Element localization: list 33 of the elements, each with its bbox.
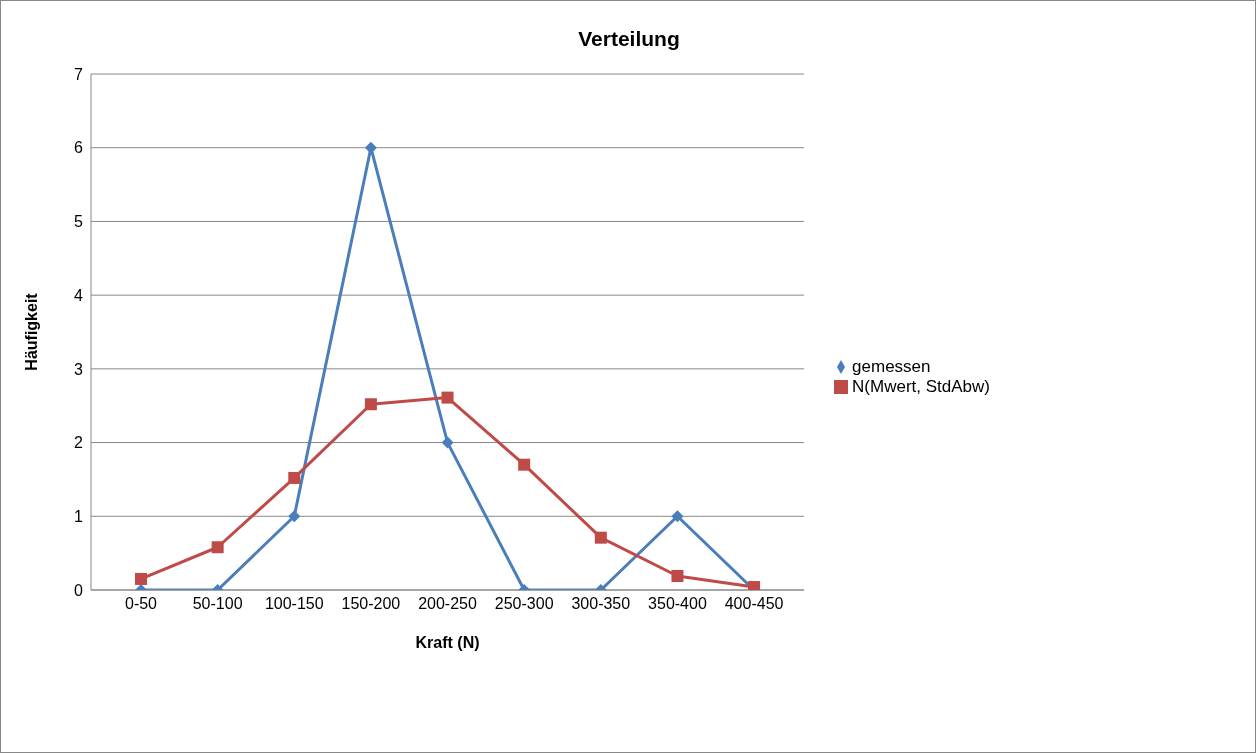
point [364, 398, 377, 411]
x-tick-label: 300-350 [571, 595, 631, 613]
y-tick-label: 6 [74, 139, 84, 157]
x-tick-label: 200-250 [418, 595, 477, 613]
point [594, 531, 607, 544]
x-tick-label: 250-300 [494, 595, 554, 613]
y-tick-label: 7 [74, 65, 84, 83]
point [518, 458, 531, 471]
x-tick-label: 50-100 [192, 595, 243, 613]
y-tick-label: 4 [74, 286, 84, 304]
chart-title: Verteilung [577, 27, 681, 51]
y-tick-label: 5 [74, 213, 84, 231]
x-tick-label: 150-200 [341, 595, 401, 613]
point [288, 510, 301, 523]
x-tick-label: 400-450 [724, 595, 784, 613]
y-tick-label: 2 [74, 434, 84, 452]
point [441, 436, 454, 449]
point [135, 572, 147, 585]
point [288, 471, 301, 484]
point [441, 391, 454, 404]
y-tick-label: 3 [74, 360, 84, 378]
x-tick-label: 350-400 [648, 595, 707, 613]
point [671, 569, 684, 582]
x-axis-title: Kraft (N) [415, 634, 480, 651]
y-tick-label: 0 [74, 581, 84, 599]
y-tick-label: 1 [74, 507, 84, 525]
legend-label: gemessen [852, 356, 931, 376]
legend-label: N(Mwert, StdAbw) [852, 376, 990, 396]
x-tick-label: 100-150 [264, 595, 324, 613]
x-tick-label: 0-50 [124, 595, 158, 613]
point [211, 541, 224, 554]
point [671, 510, 684, 523]
y-axis-title: Häufigkeit [22, 292, 40, 371]
